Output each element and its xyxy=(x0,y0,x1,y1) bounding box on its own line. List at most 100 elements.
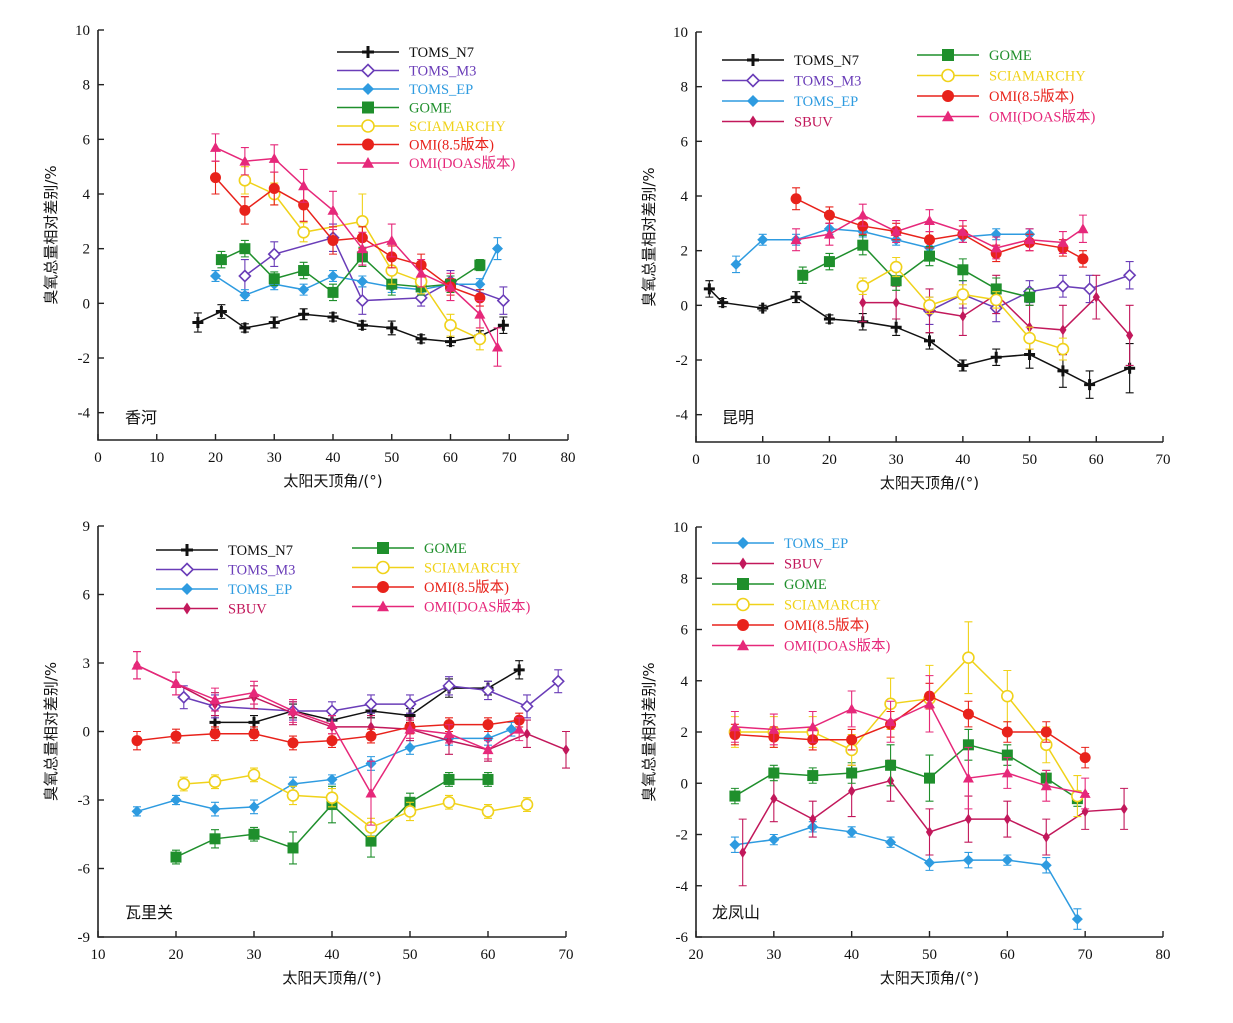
data-point xyxy=(770,793,778,805)
chart-panel-1: 0 10 20 30 40 50 60 70 80 -4 -2 0 2 4 6 8 10 太阳天顶角/(°) 臭氧总… xyxy=(42,23,576,490)
data-point xyxy=(1056,342,1070,356)
legend-marker xyxy=(181,544,193,556)
y-tick-label: -9 xyxy=(78,930,91,946)
station-label: 瓦里关 xyxy=(125,903,173,922)
legend-marker xyxy=(377,581,389,593)
data-point xyxy=(325,704,339,718)
legend: TOMS_N7 TOMS_M3 TOMS_EP GOME SCIAMARCHY OMI(8… xyxy=(337,45,515,172)
legend: TOMS_EP SBUV GOME SCIAMARCHY OMI(8.5版本) OMI(D… xyxy=(712,536,890,655)
data-point xyxy=(356,243,368,254)
data-point xyxy=(482,773,494,785)
data-point xyxy=(757,302,769,314)
data-point xyxy=(445,336,456,348)
legend-item: OMI(8.5版本) xyxy=(917,88,1074,105)
x-axis-title: 太阳天顶角/(°) xyxy=(283,472,382,490)
data-point xyxy=(846,826,858,838)
data-point xyxy=(890,226,902,236)
data-point xyxy=(208,775,222,789)
data-point xyxy=(962,772,974,783)
x-tick-label: 70 xyxy=(1156,452,1171,468)
x-tick-label: 70 xyxy=(559,947,574,963)
series-line xyxy=(136,664,567,751)
data-point xyxy=(131,659,143,670)
series-line xyxy=(221,247,481,294)
data-point xyxy=(403,805,417,818)
data-point xyxy=(957,226,969,236)
series-line xyxy=(734,656,1079,797)
x-tick-label: 10 xyxy=(149,450,164,466)
x-tick-label: 0 xyxy=(692,452,700,468)
data-point xyxy=(209,833,221,845)
data-point xyxy=(1092,291,1100,303)
data-point xyxy=(962,739,974,751)
data-point xyxy=(768,767,780,779)
chart-panel-2: 0 10 20 30 40 50 60 70 -4 -2 0 2 4 6 8 10 太阳天顶角/(°) 臭氧总量相… xyxy=(640,25,1171,492)
series-line xyxy=(795,214,1084,249)
series-SCIAMARCHY xyxy=(728,621,1084,818)
data-point xyxy=(1042,831,1050,843)
y-tick-label: 10 xyxy=(673,25,688,41)
legend: TOMS_N7 GOME TOMS_M3 SCIAMARCHY TOMS_EP OMI(8… xyxy=(722,48,1095,131)
legend-marker xyxy=(736,597,750,612)
data-point xyxy=(177,690,191,704)
legend-marker xyxy=(362,83,374,95)
x-tick-label: 40 xyxy=(325,947,340,963)
legend-marker xyxy=(749,115,757,128)
data-point xyxy=(962,854,974,866)
data-point xyxy=(1082,282,1097,296)
data-point xyxy=(248,728,260,740)
y-tick-label: 4 xyxy=(681,189,689,205)
data-point xyxy=(326,719,338,730)
data-point xyxy=(856,279,870,293)
data-point xyxy=(1079,752,1091,764)
x-tick-label: 30 xyxy=(889,452,904,468)
data-point xyxy=(1001,726,1013,738)
data-point xyxy=(326,735,338,747)
y-tick-label: 10 xyxy=(673,520,688,536)
data-point xyxy=(1001,689,1014,703)
legend-label: TOMS_EP xyxy=(409,82,473,98)
data-point xyxy=(415,267,427,278)
data-point xyxy=(268,273,280,285)
data-point xyxy=(885,716,897,727)
legend-label: TOMS_EP xyxy=(794,94,858,110)
station-label: 香河 xyxy=(125,408,157,427)
data-point xyxy=(239,289,251,301)
legend-marker xyxy=(739,557,747,570)
legend-marker xyxy=(942,90,954,102)
legend-item: OMI(8.5版本) xyxy=(337,137,494,154)
legend-label: GOME xyxy=(784,577,827,593)
data-point xyxy=(505,723,517,735)
data-point xyxy=(846,703,858,714)
legend-marker xyxy=(362,101,374,114)
series-OMI(DOAS版本) xyxy=(790,203,1089,260)
series-line xyxy=(734,702,1086,795)
legend-item: GOME xyxy=(352,541,467,557)
y-tick-label: 8 xyxy=(681,571,689,587)
y-tick-label: 2 xyxy=(83,242,91,258)
data-point xyxy=(496,293,511,308)
y-tick-label: 4 xyxy=(681,674,689,690)
legend-label: GOME xyxy=(989,48,1032,64)
legend-marker xyxy=(360,63,376,78)
data-point xyxy=(885,759,897,771)
legend-marker xyxy=(179,562,195,577)
legend-item: OMI(DOAS版本) xyxy=(337,155,515,172)
data-point xyxy=(768,834,780,846)
data-point xyxy=(848,785,856,797)
data-point xyxy=(962,708,974,720)
data-point xyxy=(365,787,377,798)
legend-item: TOMS_EP xyxy=(337,82,473,98)
y-tick-label: 2 xyxy=(681,244,689,260)
data-point xyxy=(177,777,191,791)
legend-item: OMI(DOAS版本) xyxy=(712,638,890,655)
series-line xyxy=(136,664,520,795)
x-tick-label: 20 xyxy=(208,450,223,466)
data-point xyxy=(239,322,251,334)
data-point xyxy=(513,723,525,734)
legend-marker xyxy=(941,68,955,83)
legend-label: GOME xyxy=(409,101,452,117)
legend-label: TOMS_N7 xyxy=(228,543,293,559)
data-point xyxy=(209,716,221,728)
y-tick-label: 10 xyxy=(75,23,90,39)
